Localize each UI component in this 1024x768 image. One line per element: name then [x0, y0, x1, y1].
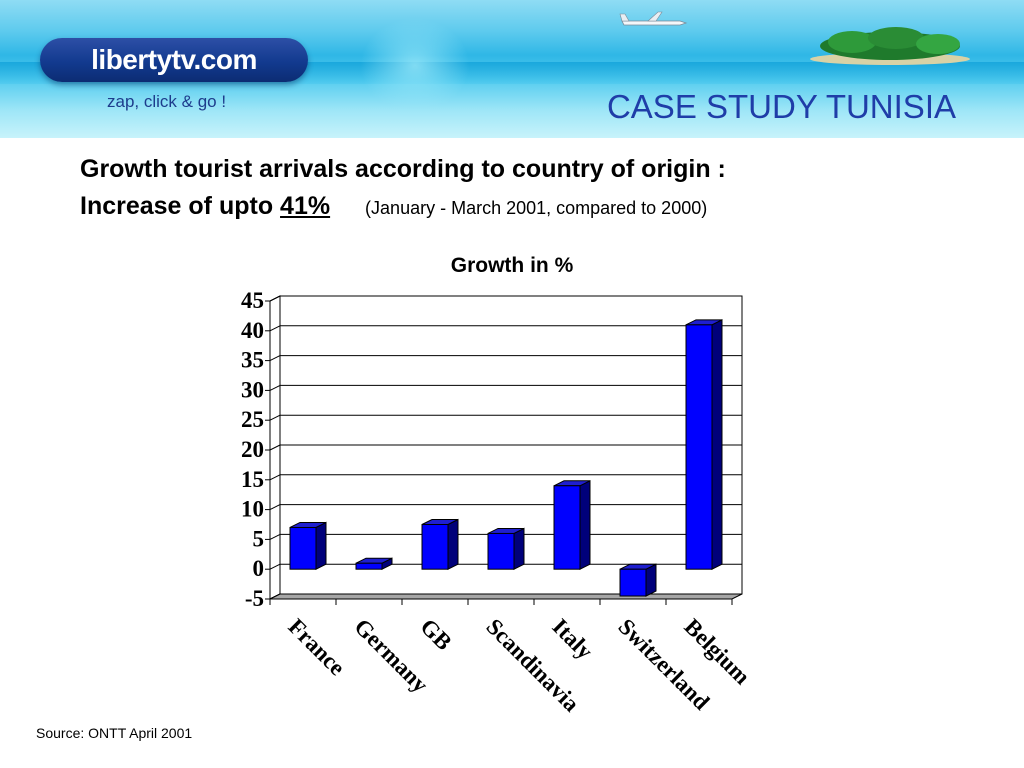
gridline-depth: [269, 474, 281, 481]
bar: [553, 485, 581, 570]
chart-title: Growth in %: [450, 254, 574, 277]
gridline-depth: [269, 355, 281, 362]
logo-text: libertytv.com: [91, 44, 257, 75]
y-tick-label: -5: [245, 586, 264, 611]
y-tick-label: 20: [241, 437, 264, 462]
bar-side: [447, 518, 459, 571]
gridline-depth: [269, 384, 281, 391]
y-tick-label: 25: [241, 407, 264, 432]
gridline-depth: [269, 444, 281, 451]
y-tick-label: 10: [241, 497, 264, 522]
bar: [619, 568, 647, 597]
gridline-depth: [269, 414, 281, 421]
bar: [421, 524, 449, 570]
y-tick-label: 5: [253, 526, 265, 551]
source-note: Source: ONTT April 2001: [36, 725, 193, 741]
gridline-depth: [269, 504, 281, 511]
bar-side: [315, 521, 327, 571]
bar: [685, 324, 713, 570]
gridline-depth: [269, 325, 281, 332]
y-tick-label: 40: [241, 318, 264, 343]
heading-period-note: (January - March 2001, compared to 2000): [365, 198, 708, 218]
x-category-label: France: [283, 614, 349, 680]
island-image: [810, 27, 970, 65]
bar: [487, 532, 515, 570]
header-banner: libertytv.com zap, click & go ! CASE STU…: [0, 0, 1024, 138]
bar-side: [513, 527, 525, 571]
chart-floor: [269, 593, 743, 600]
tagline: zap, click & go !: [107, 92, 227, 111]
bar: [355, 562, 383, 570]
heading-increase-label: Increase of upto: [80, 192, 274, 220]
x-category-label: GB: [415, 614, 456, 655]
y-tick-label: 30: [241, 377, 264, 402]
y-tick-label: 45: [241, 288, 264, 313]
sky-haze: [360, 18, 470, 113]
bar-side: [579, 479, 591, 571]
heading-increase-value: 41%: [280, 192, 331, 220]
bar-side: [711, 319, 723, 571]
liberty-tv-logo[interactable]: libertytv.com: [40, 38, 308, 82]
airplane-icon: [619, 11, 688, 26]
bar: [289, 526, 317, 570]
heading-line-2: Increase of upto 41% (January - March 20…: [80, 192, 707, 221]
gridline-depth: [269, 533, 281, 540]
x-category-label: Italy: [547, 614, 598, 665]
y-tick-label: 0: [253, 556, 265, 581]
case-study-title: CASE STUDY TUNISIA: [606, 88, 956, 125]
heading-line-1: Growth tourist arrivals according to cou…: [80, 155, 726, 183]
gridline-depth: [269, 563, 281, 570]
y-tick-label: 15: [241, 467, 264, 492]
gridline-depth: [269, 295, 281, 302]
y-tick-label: 35: [241, 348, 264, 373]
